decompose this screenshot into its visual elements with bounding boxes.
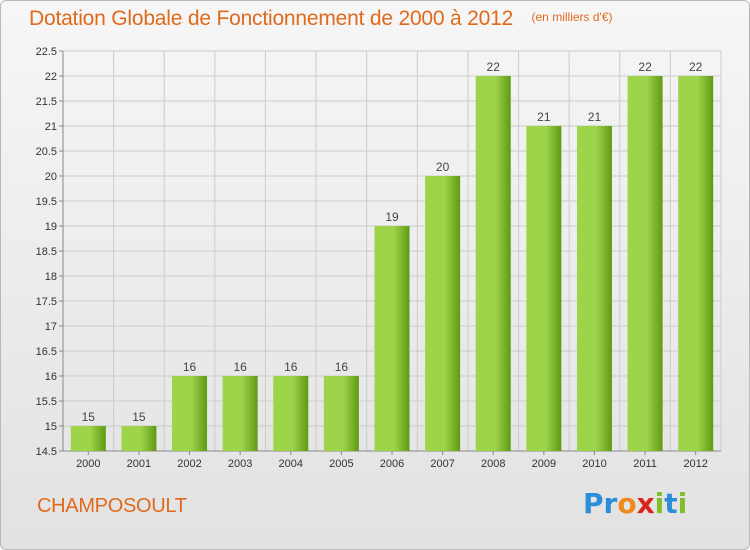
y-tick-label: 16 [45, 371, 57, 383]
chart-title-block: Dotation Globale de Fonctionnement de 20… [29, 7, 613, 31]
y-tick-label: 17 [45, 321, 57, 333]
data-label: 16 [335, 360, 349, 374]
y-tick-label: 14.5 [36, 446, 57, 458]
y-tick-label: 20.5 [36, 146, 57, 158]
x-tick-label: 2011 [633, 458, 657, 470]
data-label: 20 [436, 160, 450, 174]
bar [70, 426, 106, 451]
data-label: 21 [588, 110, 602, 124]
data-label: 19 [385, 210, 399, 224]
x-tick-label: 2009 [532, 458, 556, 470]
data-label: 16 [233, 360, 247, 374]
bar [121, 426, 157, 451]
data-labels: 15 15 16 16 16 16 19 20 22 21 21 22 22 [82, 60, 703, 424]
x-tick-label: 2000 [76, 458, 100, 470]
bar [526, 126, 562, 451]
data-label: 22 [487, 60, 501, 74]
y-tick-label: 19.5 [36, 196, 57, 208]
logo-letter: i [677, 487, 688, 520]
bar [273, 376, 309, 451]
bar [425, 176, 461, 451]
y-tick-label: 18.5 [36, 246, 57, 258]
bar [323, 376, 359, 451]
bar [374, 226, 410, 451]
y-tick-label: 22.5 [36, 46, 57, 58]
proxiti-logo: Proxiti [583, 487, 687, 520]
data-label: 22 [689, 60, 703, 74]
y-tick-label: 15.5 [36, 396, 57, 408]
data-label: 15 [82, 410, 96, 424]
logo-letter: P [583, 487, 604, 520]
y-tick-label: 16.5 [36, 346, 57, 358]
bar [475, 76, 511, 451]
x-tick-label: 2007 [430, 458, 454, 470]
x-tick-label: 2004 [279, 458, 303, 470]
bar [576, 126, 612, 451]
commune-name: CHAMPOSOULT [37, 495, 187, 517]
axes: 14.5 15 15.5 16 16.5 17 17.5 18 18.5 19 19.5 20 20.5… [36, 46, 721, 470]
data-label: 15 [132, 410, 146, 424]
bars [70, 76, 714, 451]
bar [222, 376, 258, 451]
y-tick-label: 20 [45, 171, 57, 183]
x-tick-label: 2006 [380, 458, 404, 470]
data-label: 16 [284, 360, 298, 374]
bar [678, 76, 714, 451]
y-tick-label: 22 [45, 71, 57, 83]
logo-letter: x [636, 487, 655, 520]
x-tick-label: 2005 [329, 458, 353, 470]
y-tick-label: 15 [45, 421, 57, 433]
chart-unit: (en milliers d'€) [531, 10, 613, 24]
x-tick-label: 2008 [481, 458, 505, 470]
logo-letter: i [654, 487, 665, 520]
data-label: 22 [638, 60, 652, 74]
y-tick-label: 18 [45, 271, 57, 283]
logo-letter: t [664, 487, 678, 520]
x-tick-label: 2001 [127, 458, 151, 470]
y-tick-label: 21.5 [36, 96, 57, 108]
data-label: 16 [183, 360, 197, 374]
logo-letter: r [603, 487, 618, 520]
logo-letter: o [617, 487, 637, 520]
chart-title: Dotation Globale de Fonctionnement de 20… [29, 7, 514, 30]
x-tick-label: 2010 [582, 458, 606, 470]
bar [627, 76, 663, 451]
x-tick-label: 2002 [177, 458, 201, 470]
y-tick-label: 19 [45, 221, 57, 233]
data-label: 21 [537, 110, 551, 124]
bar [172, 376, 208, 451]
y-tick-label: 17.5 [36, 296, 57, 308]
y-tick-label: 21 [45, 121, 57, 133]
x-tick-label: 2003 [228, 458, 252, 470]
x-tick-label: 2012 [683, 458, 707, 470]
